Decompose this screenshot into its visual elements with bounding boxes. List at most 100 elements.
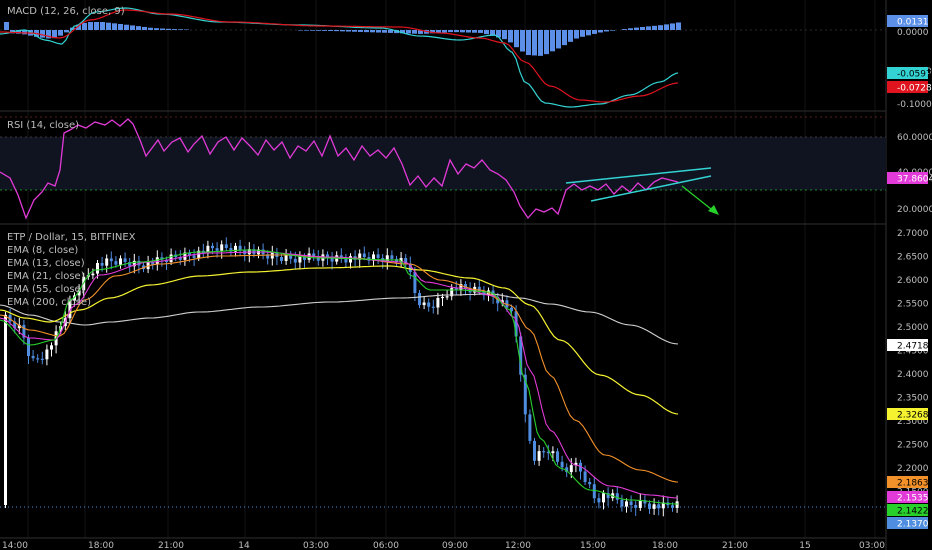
candle-body <box>574 462 578 466</box>
forecast-arrow <box>681 185 717 214</box>
time-axis-label: 14 <box>238 541 250 550</box>
macd-histogram-bar <box>16 30 21 34</box>
price-axis-label: 2.2000 <box>897 464 929 474</box>
macd-histogram-bar <box>406 30 411 34</box>
macd-histogram-bar <box>658 25 663 30</box>
price-axis-label: 2.5000 <box>897 323 929 333</box>
candle-body <box>652 504 656 509</box>
candle-body <box>13 321 17 329</box>
macd-histogram-bar <box>676 22 681 30</box>
macd-histogram-bar <box>592 30 597 34</box>
time-axis-label: 18:00 <box>88 541 114 550</box>
macd-histogram-bar <box>82 22 87 30</box>
candle-body <box>229 248 233 252</box>
candle-body <box>146 261 150 270</box>
candle-body <box>671 505 674 508</box>
price-axis-label: 2.3500 <box>897 394 929 404</box>
candle-body <box>40 358 44 360</box>
candle-body <box>238 245 242 251</box>
candle-body <box>459 284 463 290</box>
candle-body <box>4 314 7 505</box>
candle-body <box>224 244 228 248</box>
macd-histogram-bar <box>436 30 441 33</box>
macd-histogram-bar <box>94 22 99 30</box>
candle-body <box>560 461 564 468</box>
macd-histogram-bar <box>484 30 489 35</box>
candle-body <box>592 484 596 499</box>
macd-histogram-bar <box>538 30 543 56</box>
candle-body <box>372 254 375 261</box>
macd-histogram-bar <box>496 30 501 38</box>
macd-histogram-bar <box>358 30 363 32</box>
time-axis-label: 15 <box>799 541 810 550</box>
candle-body <box>643 500 647 504</box>
candle-body <box>45 349 49 360</box>
candle-body <box>569 465 573 473</box>
macd-histogram-bar <box>40 30 45 38</box>
ema200-line <box>0 293 679 345</box>
macd-histogram-bar <box>502 30 507 40</box>
candle-body <box>413 271 417 294</box>
candle-body <box>22 324 26 338</box>
candle-body <box>556 451 559 462</box>
candle-body <box>542 451 546 453</box>
ema8-line <box>0 249 679 505</box>
candle-body <box>109 258 113 262</box>
macd-histogram-bar <box>640 27 645 30</box>
macd-histogram-bar <box>430 30 435 34</box>
candle-body <box>330 258 334 262</box>
macd-axis-label: 0.0000 <box>897 28 929 38</box>
macd-histogram-bar <box>310 30 315 31</box>
price-tag: 2.1863 <box>897 479 929 489</box>
price-axis-label: 2.4500 <box>897 347 929 357</box>
candle-body <box>648 503 651 509</box>
rsi-axis-label: 20.0000 <box>897 205 932 215</box>
candle-body <box>454 288 458 290</box>
price-axis-label: 2.5500 <box>897 300 929 310</box>
macd-histogram-bar <box>448 30 453 33</box>
candle-body <box>450 288 454 297</box>
candle-body <box>132 260 136 267</box>
candle-body <box>533 440 536 461</box>
macd-histogram-bar <box>328 30 333 31</box>
candle-body <box>514 311 518 337</box>
price-legend: ETP / Dollar, 15, BITFINEX EMA (8, close… <box>7 231 136 309</box>
macd-histogram-bar <box>148 27 153 30</box>
candle-body <box>615 493 619 500</box>
candle-body <box>303 256 306 260</box>
candle-body <box>284 254 288 261</box>
candle-body <box>50 345 53 350</box>
grid-lines <box>27 0 876 538</box>
candle-body <box>422 302 426 306</box>
macd-histogram-bar <box>466 30 471 33</box>
forecast-arrowhead <box>708 205 719 215</box>
candle-body <box>68 300 72 319</box>
macd-signal-tag: -0.0728 <box>897 84 932 94</box>
macd-histogram-bar <box>334 30 339 32</box>
candle-body <box>105 258 109 266</box>
macd-histogram-bar <box>64 30 69 33</box>
candle-body <box>137 260 141 266</box>
price-tag-bg <box>887 517 928 529</box>
ema13-line <box>0 251 679 499</box>
price-axis-label: 2.4000 <box>897 370 929 380</box>
candle-body <box>155 257 159 265</box>
macd-histogram-bar <box>370 30 375 33</box>
macd-histogram-bar <box>604 30 609 32</box>
rsi-line <box>0 118 679 220</box>
candle-body <box>358 253 362 260</box>
macd-histogram-bar <box>574 30 579 39</box>
price-tag-bg <box>887 339 928 351</box>
candle-body <box>119 258 122 265</box>
candle-body <box>390 255 394 259</box>
macd-histogram-bar <box>316 30 321 31</box>
candle-body <box>17 324 21 329</box>
candle-body <box>128 262 132 267</box>
macd-histogram-bar <box>454 30 459 33</box>
candle-body <box>551 451 555 454</box>
candle-body <box>427 302 431 307</box>
price-tag: 2.3268 <box>897 411 929 421</box>
macd-histogram-bar <box>622 29 627 30</box>
candle-body <box>114 261 118 265</box>
